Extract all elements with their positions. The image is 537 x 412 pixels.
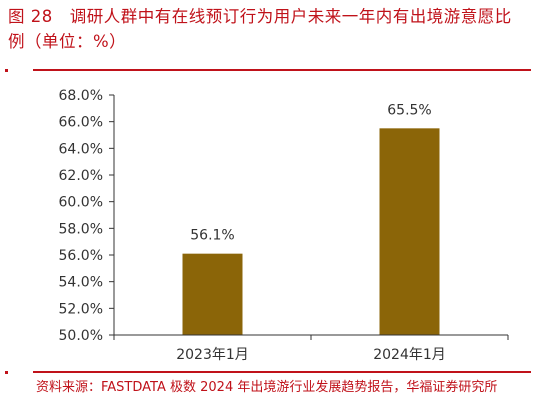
x-tick-label: 2023年1月 xyxy=(176,347,249,363)
bar-1 xyxy=(182,253,243,335)
y-tick-label: 66.0% xyxy=(59,115,103,131)
top-rule xyxy=(33,69,531,71)
y-tick-label: 54.0% xyxy=(59,275,103,291)
data-label: 56.1% xyxy=(190,228,234,244)
bar-2 xyxy=(379,128,440,335)
bottom-rule-marker xyxy=(5,371,8,374)
y-tick-label: 68.0% xyxy=(59,88,103,104)
y-axis: 50.0% 52.0% 54.0% 56.0% 58.0% 60.0% 62.0% 64.0%… xyxy=(59,88,115,344)
y-tick-label: 52.0% xyxy=(59,301,103,317)
figure-title: 图 28 调研人群中有在线预订行为用户未来一年内有出境游意愿比例（单位：%） xyxy=(8,7,512,51)
bars xyxy=(182,128,440,335)
y-tick-label: 56.0% xyxy=(59,248,103,264)
bottom-rule xyxy=(33,371,531,373)
y-tick-label: 64.0% xyxy=(59,141,103,157)
y-tick-label: 60.0% xyxy=(59,195,103,211)
x-axis: 2023年1月 2024年1月 xyxy=(113,334,509,363)
data-label: 65.5% xyxy=(387,102,431,118)
y-tick-label: 62.0% xyxy=(59,168,103,184)
data-labels: 56.1% 65.5% xyxy=(190,102,431,243)
top-rule-marker xyxy=(5,69,8,72)
source-note: 资料来源：FASTDATA 极数 2024 年出境游行业发展趋势报告，华福证券研… xyxy=(36,380,498,395)
y-tick-label: 58.0% xyxy=(59,221,103,237)
y-tick-label: 50.0% xyxy=(59,328,103,344)
x-tick-label: 2024年1月 xyxy=(373,347,446,363)
